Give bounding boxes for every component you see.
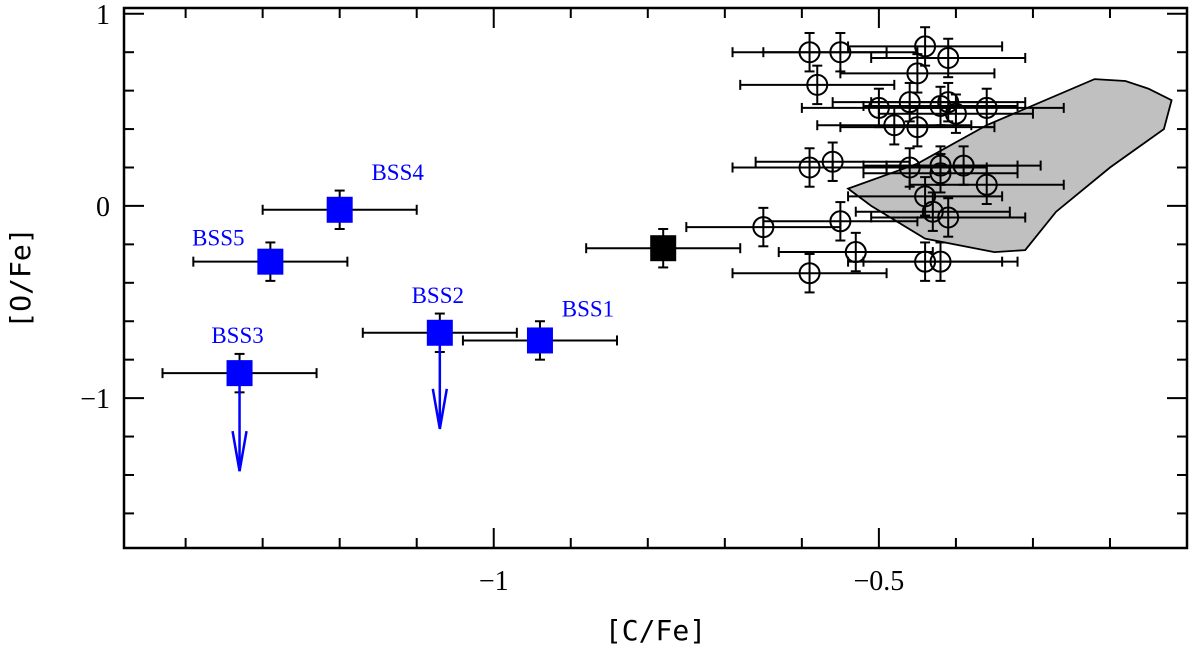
comparison-star-marker xyxy=(929,162,952,185)
comparison-star xyxy=(847,26,1004,67)
upper-limit-arrowhead xyxy=(231,430,248,472)
y-axis-title: [O/Fe] xyxy=(4,227,37,328)
upper-limit-arrowhead xyxy=(431,388,449,430)
comparison-star xyxy=(816,105,973,146)
comparison-star xyxy=(731,252,888,294)
comparison-star xyxy=(839,53,996,94)
comparison-star-marker xyxy=(906,116,929,139)
comparison-star xyxy=(762,201,919,242)
bss-star: BSS4 xyxy=(261,160,424,230)
comparison-star-marker xyxy=(806,73,829,96)
comparison-star-marker xyxy=(914,35,937,58)
bss-star: BSS5 xyxy=(192,226,349,282)
bss-label: BSS2 xyxy=(412,283,464,308)
bss-label: BSS5 xyxy=(192,226,244,251)
plot-frame xyxy=(122,6,1189,550)
comparison-star-marker xyxy=(829,210,852,233)
reference-star xyxy=(585,227,742,269)
x-axis-title: [C/Fe] xyxy=(605,614,706,647)
comparison-star xyxy=(854,191,1011,232)
comparison-star xyxy=(862,241,1019,282)
comparison-star-marker xyxy=(937,46,960,69)
comparison-star-marker xyxy=(898,156,921,179)
y-tick-label: 0 xyxy=(96,192,110,223)
bss-label: BSS4 xyxy=(371,160,424,185)
x-tick-label: −0.5 xyxy=(853,566,904,597)
bss-star-marker xyxy=(257,248,284,275)
comparison-star-marker xyxy=(937,206,960,229)
x-tick-label: −1 xyxy=(479,566,509,597)
comparison-star-marker xyxy=(883,114,906,137)
comparison-star-marker xyxy=(937,91,960,114)
comparison-star-marker xyxy=(906,62,929,85)
comparison-star-marker xyxy=(975,96,998,119)
comparison-star xyxy=(839,106,996,148)
bss-star: BSS1 xyxy=(461,296,618,361)
comparison-star xyxy=(908,87,1065,129)
bss-star: BSS3 xyxy=(161,323,318,472)
comparison-star xyxy=(762,31,919,73)
comparison-star xyxy=(847,176,1004,217)
comparison-star-marker xyxy=(952,154,975,177)
bss-label: BSS3 xyxy=(211,323,263,348)
y-tick-label: 1 xyxy=(96,0,110,31)
bss-star-marker xyxy=(226,360,253,387)
bss-star: BSS2 xyxy=(361,283,518,430)
bss-star-marker xyxy=(326,196,353,223)
axes-ticks-layer: −1 −0.5 1 0 −1 xyxy=(80,0,1188,597)
comparison-star xyxy=(908,164,1065,206)
bss-label: BSS1 xyxy=(562,296,614,321)
bss-star-marker xyxy=(526,327,553,354)
bss-star-marker xyxy=(426,319,453,346)
reference-star-marker xyxy=(650,235,677,262)
comparison-star xyxy=(739,64,896,106)
data-points-layer: BSS1 BSS2 BSS3 BSS4 BSS5 xyxy=(161,26,1065,472)
comparison-star-marker xyxy=(798,262,821,285)
y-tick-label: −1 xyxy=(80,384,110,415)
comparison-star-marker xyxy=(829,41,852,64)
comparison-star xyxy=(870,37,1027,79)
comparison-star-marker xyxy=(921,200,944,223)
comparison-star-marker xyxy=(929,250,952,273)
comparison-star-marker xyxy=(975,173,998,196)
comparison-star-marker xyxy=(798,156,821,179)
comparison-star xyxy=(685,206,842,248)
comparison-star-marker xyxy=(944,102,967,125)
